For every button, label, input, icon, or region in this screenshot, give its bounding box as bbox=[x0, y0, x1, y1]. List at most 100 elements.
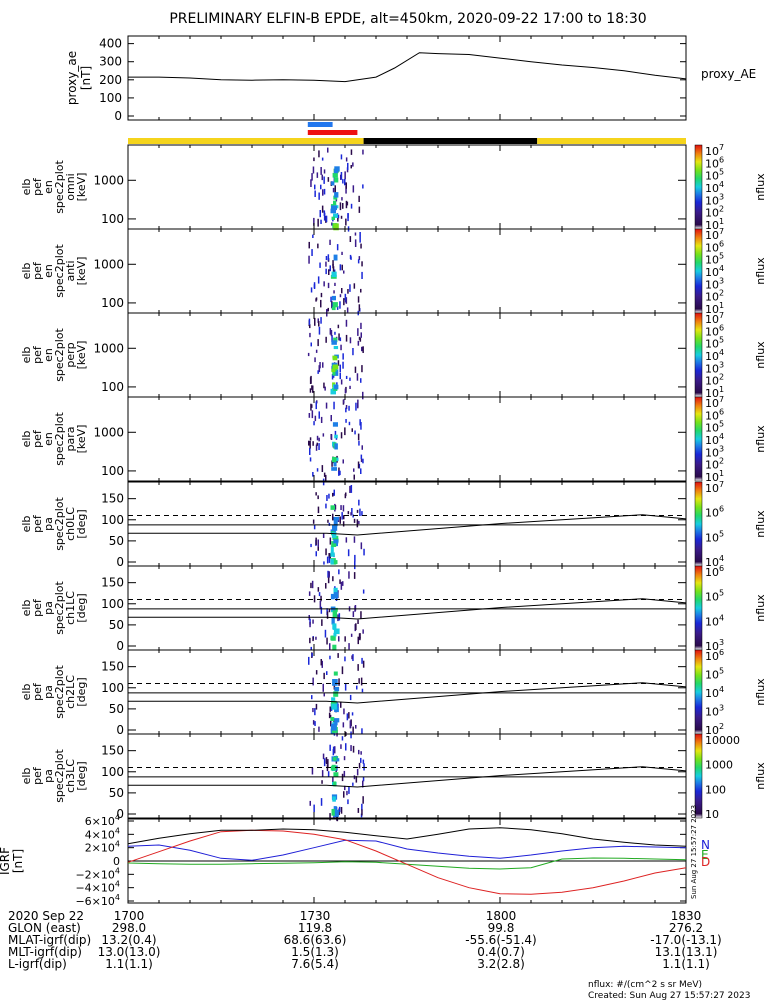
spec-panel-frame bbox=[127, 228, 687, 314]
spec-ylabel-line: ch3LC bbox=[64, 759, 77, 793]
spectrogram-pixel bbox=[320, 184, 322, 190]
spectrogram-pixel bbox=[320, 219, 322, 224]
spectrogram-pixel bbox=[319, 362, 321, 369]
spectrogram-core-pixel bbox=[333, 213, 338, 218]
spectrogram-pixel bbox=[358, 195, 360, 202]
spectrogram-core-pixel bbox=[333, 632, 337, 637]
spectrogram-pixel bbox=[344, 171, 346, 180]
spectrogram-pixel bbox=[317, 587, 320, 592]
spectrogram-pixel bbox=[351, 655, 353, 660]
igrf-xticks bbox=[127, 819, 687, 903]
time-axis-date: 2020 Sep 22 bbox=[8, 909, 84, 923]
pa-ytick-label: 50 bbox=[109, 534, 124, 548]
igrf-lines bbox=[127, 827, 687, 895]
spectrogram-pixel bbox=[332, 260, 334, 266]
spectrogram-core-pixel bbox=[333, 254, 338, 261]
plot-title: PRELIMINARY ELFIN-B EPDE, alt=450km, 202… bbox=[169, 11, 646, 27]
spectrogram-pixel bbox=[325, 548, 327, 556]
spectrogram-core-pixel bbox=[331, 635, 336, 641]
spectrogram-pixel bbox=[320, 798, 323, 806]
spectrogram-core-pixel bbox=[333, 516, 339, 521]
colorbar-tick-label: 107 bbox=[705, 143, 724, 158]
spectrogram-pixel bbox=[340, 379, 343, 385]
spectrogram-pixel bbox=[321, 157, 324, 161]
spectrogram-pixel bbox=[351, 428, 353, 432]
proxy-ytick-label: 200 bbox=[99, 73, 122, 87]
spec-ylabel-line: elb bbox=[20, 347, 33, 364]
spectrogram-pixel bbox=[327, 177, 330, 182]
spectrogram-pixel bbox=[348, 786, 350, 794]
spectrogram-pixel bbox=[312, 234, 314, 238]
spectrogram-pixel bbox=[327, 254, 330, 261]
spectrogram-pixel bbox=[361, 445, 363, 450]
colorbar-tick-label: 101 bbox=[705, 217, 724, 232]
spectrogram-pixel bbox=[363, 548, 365, 556]
spectrogram-pixel bbox=[353, 474, 355, 480]
spectrogram-pixel bbox=[313, 157, 315, 162]
spectrogram-pixel bbox=[321, 465, 324, 472]
time-tick-1830: 1830 bbox=[671, 909, 702, 923]
colorbar-tick-label: 107 bbox=[705, 480, 724, 495]
spec-ylabel-line: pef bbox=[31, 598, 44, 617]
spectrogram-pixel bbox=[310, 403, 312, 411]
spectrogram-pixel bbox=[335, 197, 338, 202]
spectrogram-core-pixel bbox=[331, 541, 337, 547]
spec-ylabel-line: en bbox=[42, 348, 55, 362]
pa-ytick-label: 50 bbox=[109, 702, 124, 716]
spectrogram-pixel bbox=[336, 306, 339, 310]
spectrogram-pixel bbox=[323, 212, 326, 221]
spectrogram-pixel bbox=[331, 302, 334, 310]
spectrogram-pixel bbox=[331, 222, 333, 226]
spectrogram-pixel bbox=[341, 197, 343, 201]
spectrogram-core-pixel bbox=[332, 368, 336, 376]
spectrogram-pixel bbox=[309, 618, 311, 625]
spectrogram-pixel bbox=[347, 511, 350, 515]
spec-ylabel-line: elb bbox=[20, 179, 33, 196]
spectrogram-pixel bbox=[312, 636, 314, 642]
spectrogram-pixel bbox=[339, 364, 341, 373]
spec-xticks bbox=[127, 482, 687, 566]
spectrogram-pixel bbox=[332, 266, 335, 274]
pa-ytick-label: 150 bbox=[101, 576, 124, 590]
spectrogram-pixel bbox=[348, 643, 350, 650]
proxy-ae-yticks: 400 300 200 100 0 bbox=[99, 37, 686, 123]
spectrogram-core-pixel bbox=[331, 467, 337, 471]
spectrogram-core-pixel bbox=[331, 617, 335, 625]
spectrogram-pixel bbox=[353, 468, 355, 472]
spectrogram-pixel bbox=[343, 298, 345, 306]
spectrogram-pixel bbox=[361, 809, 363, 816]
spectrogram-core-pixel bbox=[334, 443, 338, 450]
spectrogram-pixel bbox=[354, 239, 357, 247]
spectrogram-pixel bbox=[313, 421, 315, 426]
spectrogram-core-pixel bbox=[334, 166, 340, 172]
spectrogram-pixel bbox=[309, 440, 311, 449]
spectrogram-pixel bbox=[341, 773, 344, 782]
colorbar-tick-label: 105 bbox=[705, 529, 724, 544]
spectrogram-pixel bbox=[361, 803, 363, 811]
spectrogram-pixel bbox=[311, 580, 314, 589]
spectrogram-pixel bbox=[320, 659, 322, 666]
pa-ytick-label: 0 bbox=[116, 723, 124, 737]
spectrogram-pixel bbox=[329, 328, 332, 335]
spec-ylabel-line: spec2plot bbox=[53, 244, 66, 298]
spectrogram-pixel bbox=[325, 503, 327, 509]
igrf-ytick-label: −2×104 bbox=[75, 866, 120, 881]
spectrogram-pixel bbox=[360, 378, 362, 383]
igrf-ytick-label: 0 bbox=[113, 855, 120, 868]
spectrogram-pixel bbox=[312, 385, 314, 393]
spectrogram-pixel bbox=[326, 637, 328, 645]
spectrogram-pixel bbox=[361, 688, 364, 693]
spectrogram-pixel bbox=[348, 712, 350, 719]
colorbar-tick-label: 105 bbox=[705, 420, 724, 435]
spectrogram-pixel bbox=[320, 317, 322, 324]
ephem-value: 13.1(13.1) bbox=[655, 945, 718, 959]
colorbar-tick-label: 106 bbox=[705, 239, 724, 254]
colorbar-6: 106 105 104 103 102 nflux bbox=[694, 648, 767, 737]
spectrogram-pixel bbox=[362, 759, 365, 764]
spectrogram-pixel bbox=[357, 399, 359, 408]
spectrogram-pixel bbox=[321, 660, 323, 668]
spectrogram-pixel bbox=[328, 555, 331, 563]
spectrogram-pixel bbox=[354, 430, 356, 435]
